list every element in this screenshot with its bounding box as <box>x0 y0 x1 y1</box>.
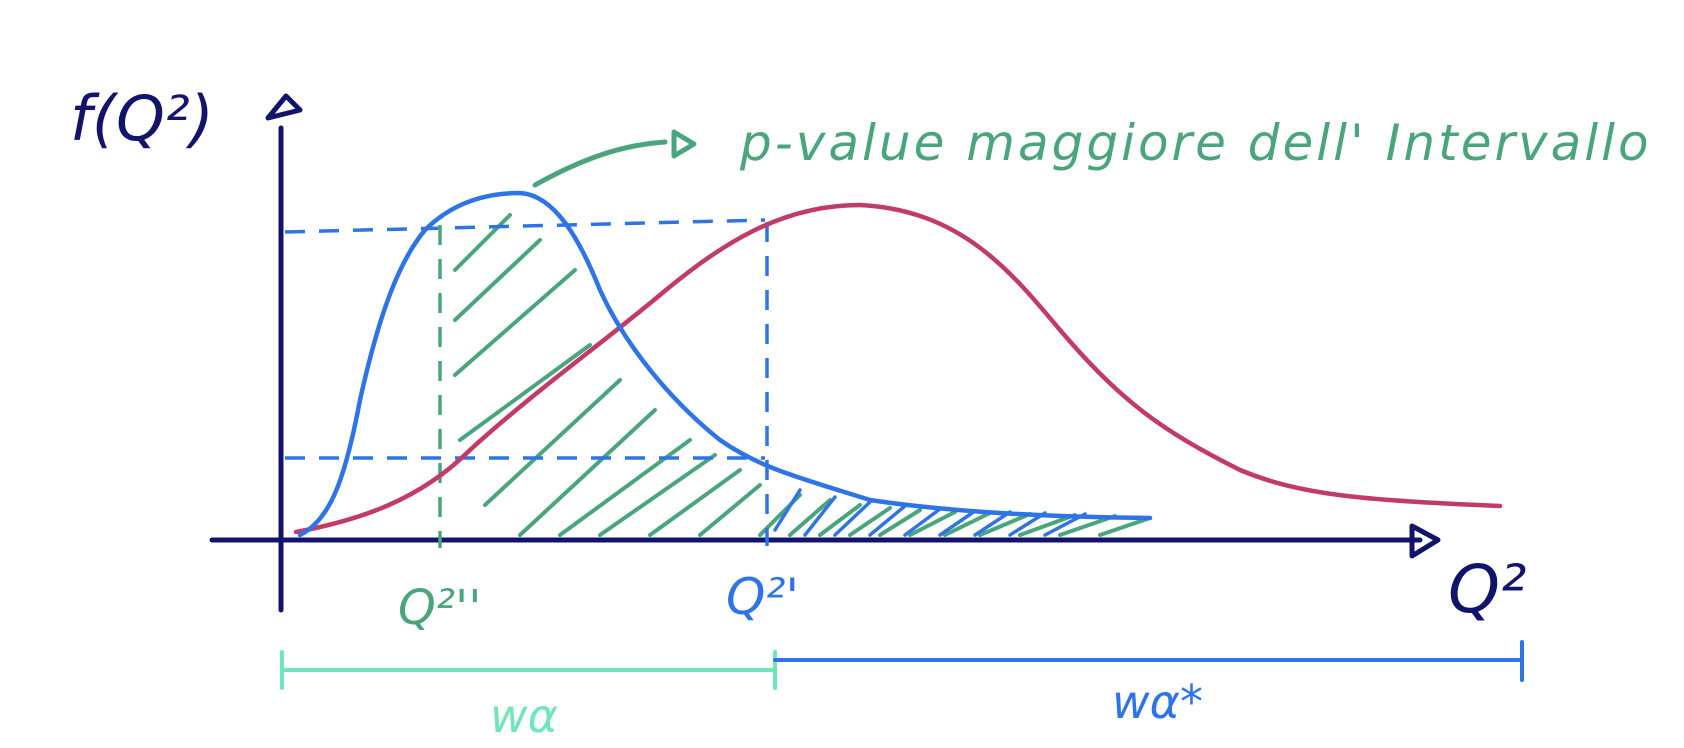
q2-prime-label: Q²' <box>726 568 799 626</box>
reference-lines <box>284 218 769 548</box>
axes <box>209 125 1423 613</box>
null-distribution-curve <box>297 190 1153 538</box>
annotation-arrow-icon <box>671 129 697 159</box>
pvalue-annotation: p-value maggiore dell' Intervallo <box>739 114 1652 172</box>
q2-second-label: Q²'' <box>398 580 481 636</box>
x-axis-arrow-icon <box>1409 523 1441 559</box>
y-axis-label: f(Q²) <box>70 82 214 155</box>
upper-density-line <box>284 218 766 234</box>
annotation-leader-line <box>532 139 668 188</box>
y-axis-arrow-icon <box>265 93 303 121</box>
x-axis-label: Q² <box>1448 551 1526 628</box>
acceptance-region-label: wα <box>490 689 558 743</box>
rejection-interval <box>773 640 1524 682</box>
rejection-region-label: wα* <box>1112 675 1203 729</box>
acceptance-interval <box>280 650 777 690</box>
alternative-distribution-curve <box>293 202 1503 535</box>
